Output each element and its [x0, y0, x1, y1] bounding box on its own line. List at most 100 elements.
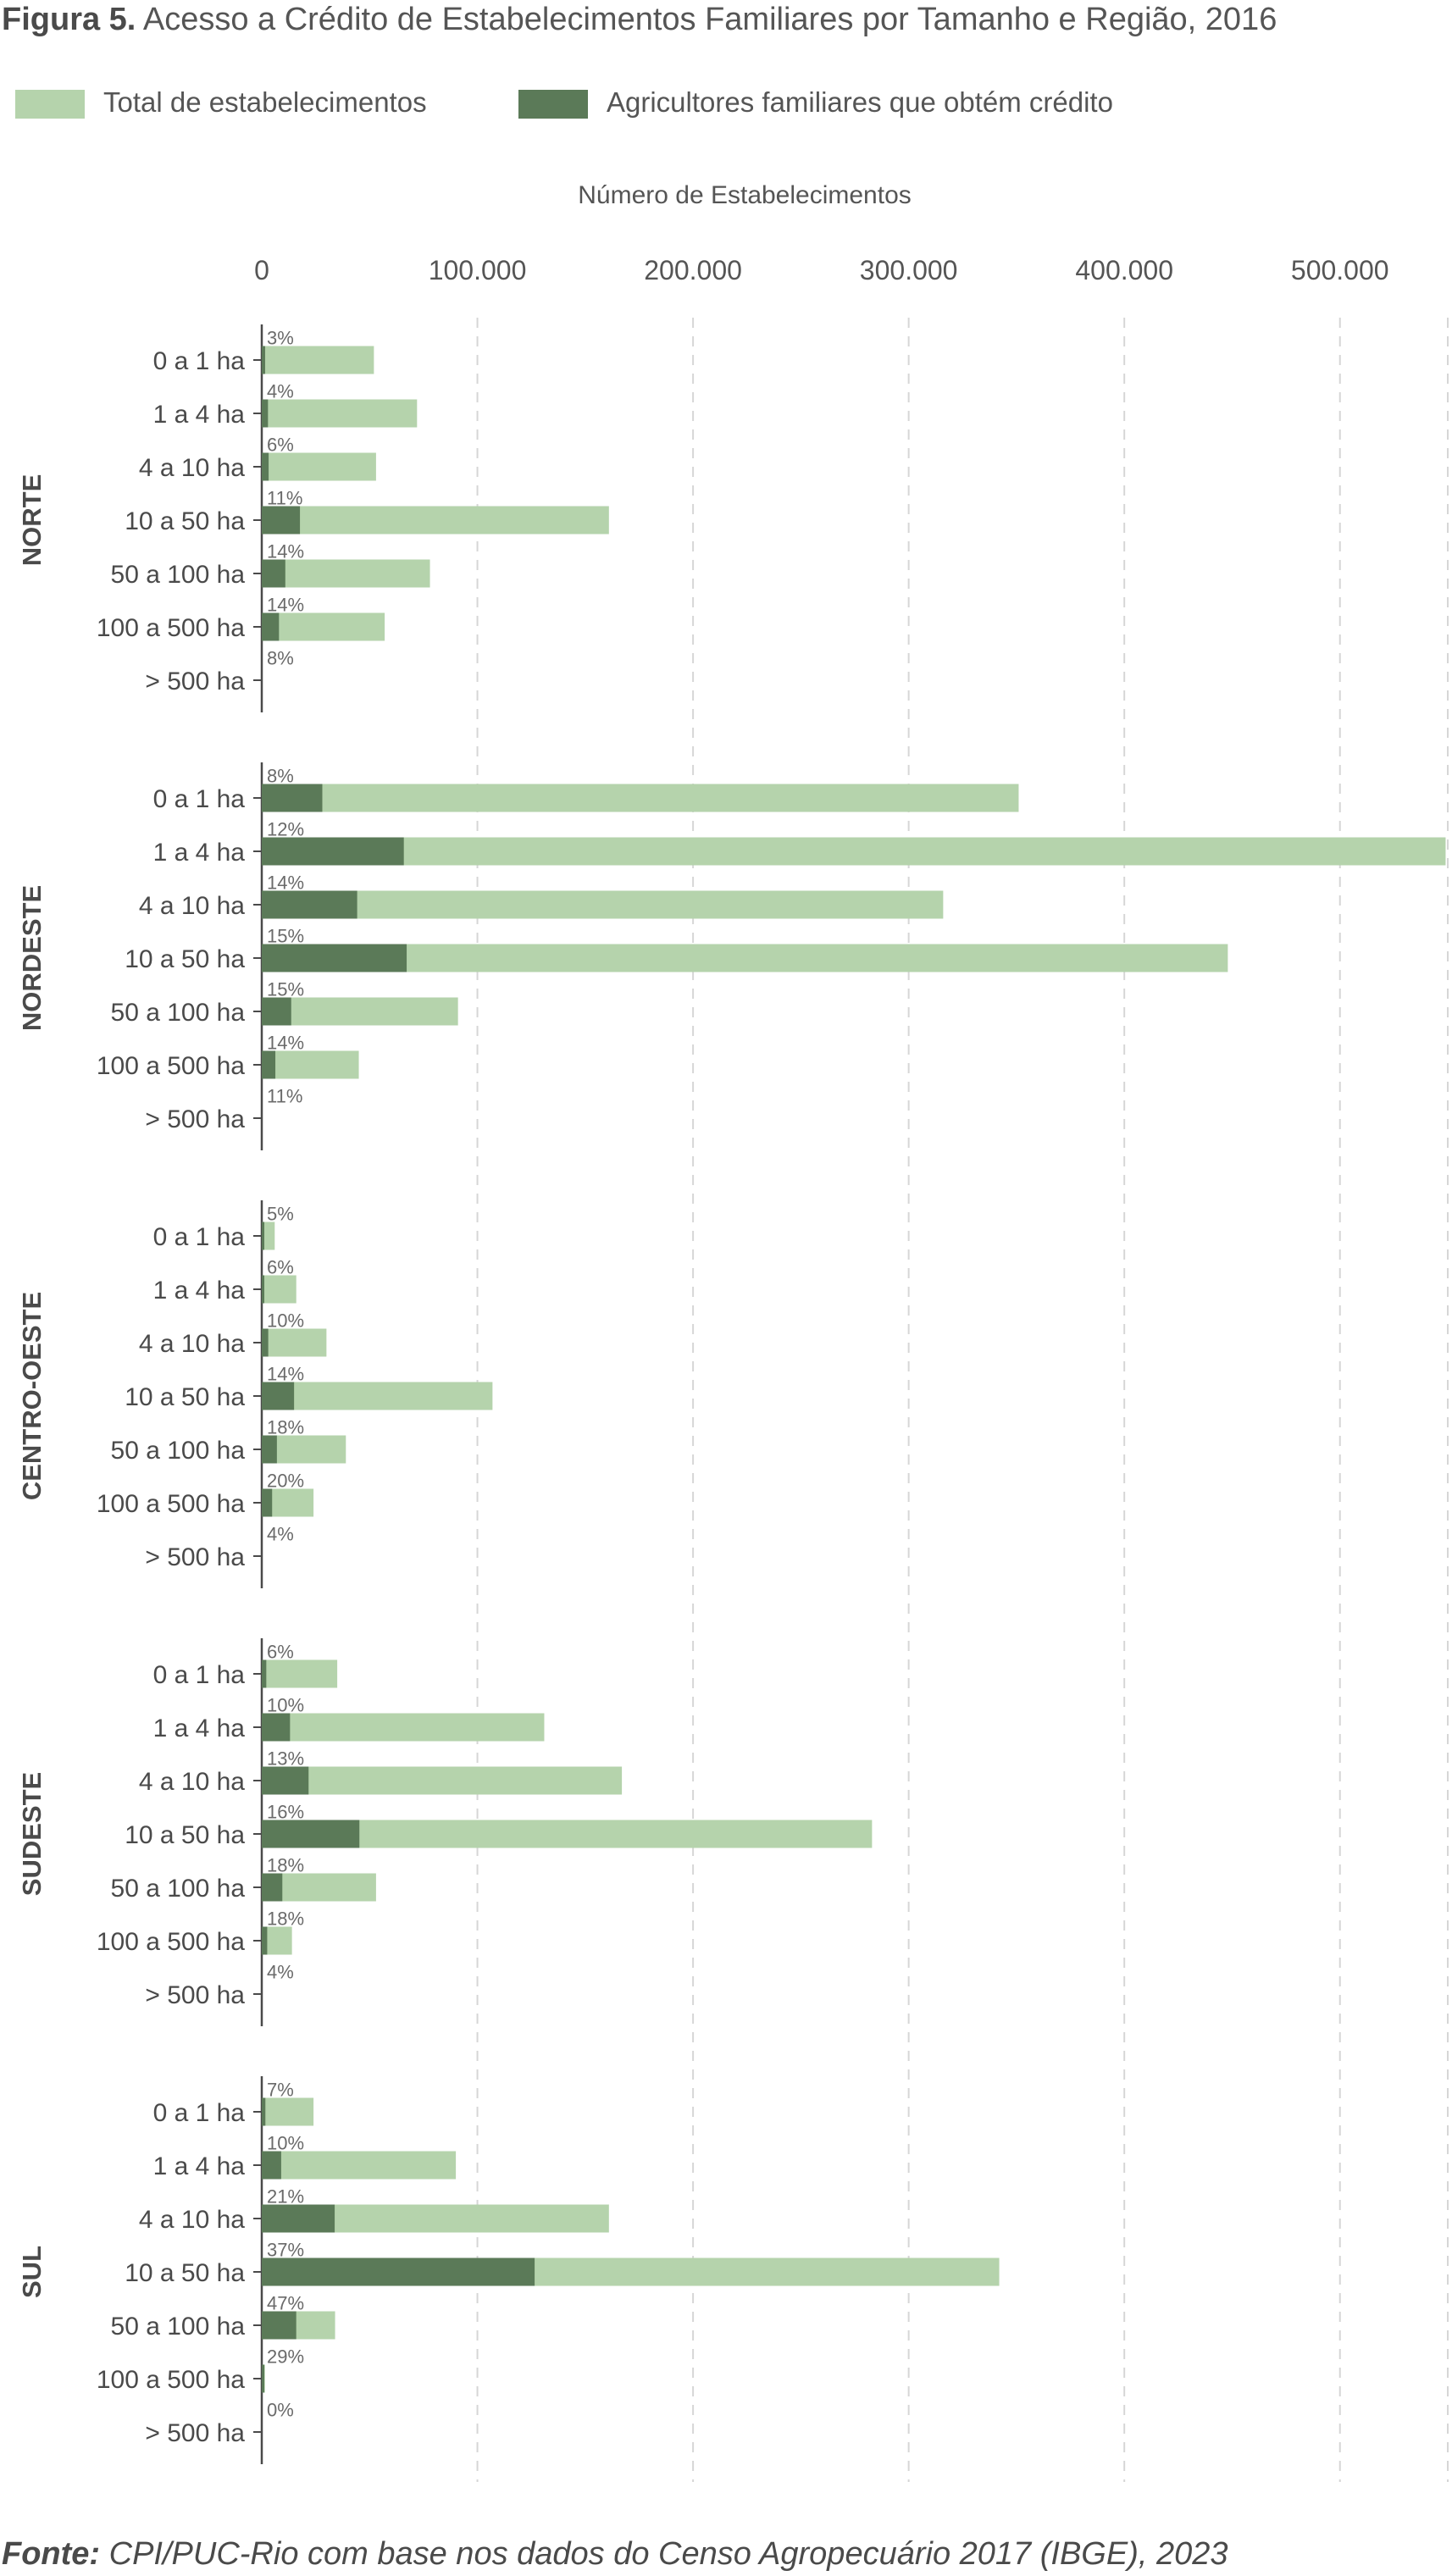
category-label: 0 a 1 ha: [153, 1223, 246, 1251]
bar-credit: [262, 1659, 267, 1688]
category-label: 1 a 4 ha: [153, 1277, 246, 1305]
region-label: NORTE: [17, 474, 47, 567]
percent-label: 6%: [267, 1642, 294, 1663]
category-label: > 500 ha: [145, 1981, 245, 2009]
source-label: Fonte:: [2, 2536, 101, 2572]
category-label: 10 a 50 ha: [125, 1383, 245, 1411]
x-tick-label: 400.000: [1075, 255, 1173, 285]
bar-credit: [262, 1820, 360, 1848]
bar-total: [262, 1050, 359, 1079]
category-label: 4 a 10 ha: [139, 1330, 245, 1358]
percent-label: 18%: [267, 1908, 304, 1930]
percent-label: 10%: [267, 2133, 304, 2154]
bar-credit: [262, 1873, 283, 1902]
percent-label: 3%: [267, 328, 294, 349]
bar-credit: [262, 1275, 264, 1304]
category-label: 4 a 10 ha: [139, 454, 245, 482]
percent-label: 5%: [267, 1204, 294, 1225]
percent-label: 6%: [267, 435, 294, 456]
percent-label: 4%: [267, 1524, 294, 1545]
bar-credit: [262, 612, 280, 641]
category-label: 4 a 10 ha: [139, 2206, 245, 2234]
bar-total: [262, 1713, 545, 1742]
category-label: 100 a 500 ha: [97, 2366, 245, 2394]
bar-credit: [262, 1926, 268, 1955]
region-label: CENTRO-OESTE: [17, 1292, 47, 1500]
bar-credit: [262, 1435, 277, 1464]
source-text: CPI/PUC-Rio com base nos dados do Censo …: [108, 2536, 1228, 2572]
category-label: > 500 ha: [145, 1105, 245, 1133]
bar-total: [262, 1766, 623, 1795]
legend-swatch-total: [15, 90, 85, 119]
bar-total: [262, 612, 385, 641]
legend-label-total: Total de estabelecimentos: [103, 86, 427, 118]
category-label: 50 a 100 ha: [111, 2313, 246, 2341]
bar-credit: [262, 399, 269, 428]
bar-total: [262, 2097, 314, 2126]
bar-credit: [262, 1050, 276, 1079]
bar-total: [262, 997, 458, 1026]
category-label: 100 a 500 ha: [97, 1928, 245, 1956]
bar-total: [262, 837, 1446, 866]
region-label: SUL: [17, 2246, 47, 2298]
bar-total: [262, 559, 430, 588]
percent-label: 47%: [267, 2293, 304, 2314]
bar-total: [262, 1820, 873, 1848]
bar-total: [262, 1382, 493, 1410]
percent-label: 14%: [267, 595, 304, 616]
bar-credit: [262, 944, 407, 972]
chart-title: Figura 5. Acesso a Crédito de Estabeleci…: [2, 2, 1277, 38]
bar-credit: [262, 1382, 295, 1410]
category-label: 50 a 100 ha: [111, 999, 246, 1027]
x-tick-label: 300.000: [860, 255, 958, 285]
bar-credit: [262, 2257, 535, 2286]
bar-total: [262, 346, 374, 374]
percent-label: 10%: [267, 1310, 304, 1332]
figure-label: Figura 5.: [2, 2, 136, 37]
x-tick-label: 0: [254, 255, 269, 285]
bar-credit: [262, 997, 291, 1026]
percent-label: 14%: [267, 1364, 304, 1385]
category-label: 100 a 500 ha: [97, 1490, 245, 1518]
percent-label: 4%: [267, 1962, 294, 1983]
percent-label: 15%: [267, 926, 304, 947]
percent-label: 20%: [267, 1471, 304, 1492]
bar-total: [262, 506, 609, 535]
percent-label: 29%: [267, 2346, 304, 2368]
x-axis-label: Número de Estabelecimentos: [578, 181, 912, 209]
bar-total: [262, 1328, 327, 1357]
percent-label: 21%: [267, 2186, 304, 2208]
category-label: 1 a 4 ha: [153, 1715, 246, 1742]
percent-label: 12%: [267, 819, 304, 840]
percent-label: 10%: [267, 1695, 304, 1716]
x-tick-label: 500.000: [1291, 255, 1389, 285]
bar-credit: [262, 346, 265, 374]
bar-credit: [262, 2364, 264, 2393]
bar-credit: [262, 452, 269, 481]
category-label: > 500 ha: [145, 668, 245, 695]
category-label: 1 a 4 ha: [153, 401, 246, 429]
percent-label: 18%: [267, 1417, 304, 1438]
figure-title: Acesso a Crédito de Estabelecimentos Fam…: [142, 2, 1277, 37]
region-label: SUDESTE: [17, 1772, 47, 1896]
bar-total: [262, 399, 418, 428]
percent-label: 14%: [267, 541, 304, 562]
bar-credit: [262, 837, 404, 866]
category-label: 50 a 100 ha: [111, 1875, 246, 1903]
category-label: 100 a 500 ha: [97, 614, 245, 642]
percent-label: 14%: [267, 873, 304, 894]
bar-total: [262, 1275, 296, 1304]
legend-label-credit: Agricultores familiares que obtém crédit…: [607, 86, 1113, 118]
percent-label: 6%: [267, 1257, 294, 1278]
category-label: 10 a 50 ha: [125, 2259, 245, 2287]
bar-credit: [262, 1488, 273, 1517]
bar-credit: [262, 784, 323, 812]
percent-label: 18%: [267, 1855, 304, 1876]
category-label: 100 a 500 ha: [97, 1052, 245, 1080]
percent-label: 0%: [267, 2400, 294, 2421]
bar-credit: [262, 2097, 266, 2126]
x-tick-label: 200.000: [644, 255, 742, 285]
bar-total: [262, 784, 1019, 812]
bar-total: [262, 1659, 338, 1688]
bar-credit: [262, 2311, 296, 2340]
